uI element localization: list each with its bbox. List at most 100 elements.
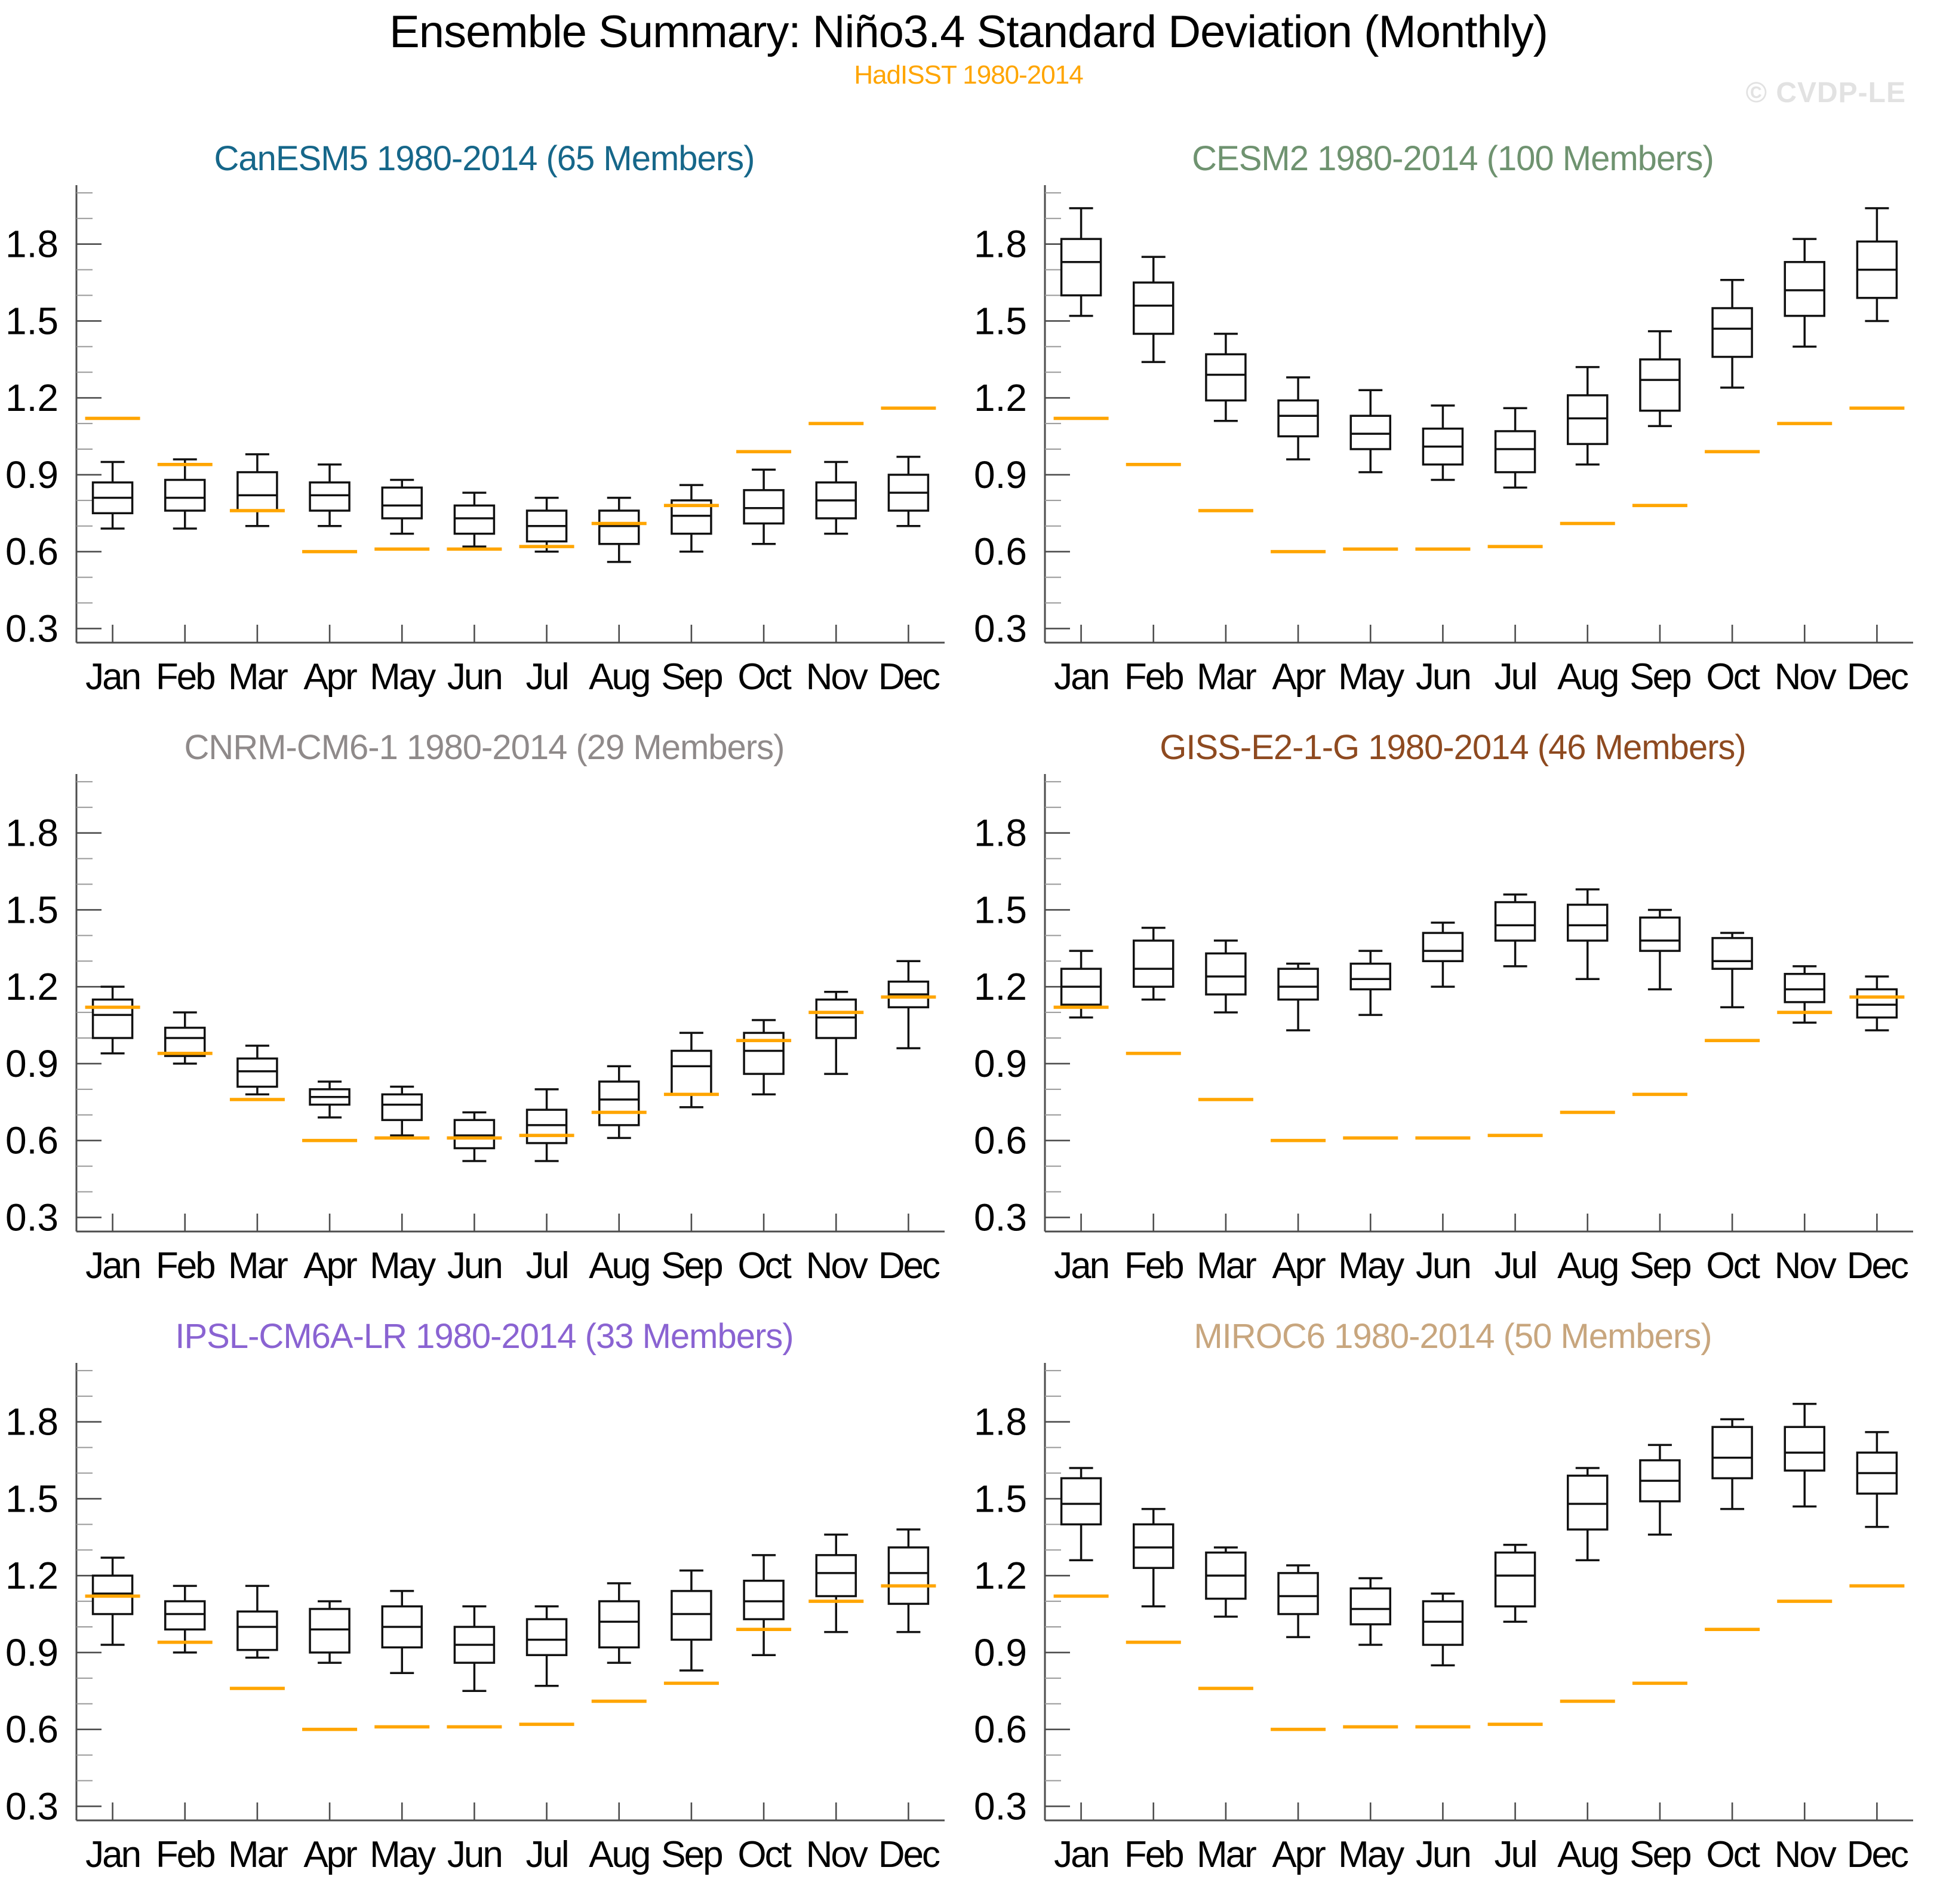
iqr-box — [1494, 901, 1536, 942]
x-month-label: Dec — [1847, 1245, 1908, 1286]
box-sep — [1639, 330, 1681, 428]
box-mar — [1205, 333, 1247, 422]
y-tick-label: 0.3 — [5, 607, 59, 650]
box-jul — [525, 1088, 568, 1162]
iqr-box — [309, 1608, 350, 1654]
box-jul — [525, 496, 568, 553]
x-month-label: Jun — [1416, 1834, 1470, 1875]
x-month-label: Jan — [85, 1245, 140, 1286]
x-month-label: Mar — [228, 1834, 288, 1875]
hadisst-obs-lines — [85, 995, 936, 1143]
iqr-box — [1494, 1551, 1536, 1608]
x-month-label: Oct — [737, 1245, 791, 1286]
iqr-box — [1133, 939, 1175, 988]
box-jun — [1422, 922, 1464, 988]
iqr-box — [525, 1108, 568, 1144]
boxplot-chart-cesm2: 0.3 0.6 0.9 1.2 1.5 1.8 Jan Feb Mar Apr May Jun Jul A… — [974, 185, 1913, 698]
box-nov — [1784, 965, 1825, 1024]
x-month-label: Oct — [737, 1834, 791, 1875]
page-title: Ensemble Summary: Niño3.4 Standard Devia… — [389, 7, 1548, 57]
box-feb — [1133, 1507, 1175, 1608]
hadisst-obs-lines — [85, 1584, 936, 1731]
box-aug — [1567, 366, 1609, 466]
box-sep — [671, 1569, 712, 1672]
x-month-label: Feb — [1124, 656, 1183, 698]
boxplot-chart-cnrm-cm6-1: 0.3 0.6 0.9 1.2 1.5 1.8 Jan Feb Mar Apr May Jun Jul A… — [5, 774, 945, 1286]
y-ticks — [76, 1369, 102, 1807]
x-month-label: Oct — [1706, 656, 1760, 698]
x-month-label: Nov — [1775, 1834, 1837, 1875]
box-apr — [1277, 962, 1319, 1031]
x-month-label: Jul — [525, 1245, 567, 1286]
box-dec — [887, 1528, 930, 1633]
iqr-box — [743, 489, 785, 525]
panel-grid: CanESM5 1980-2014 (65 Members) 0.3 0.6 0.9… — [0, 134, 1937, 1900]
iqr-box — [671, 1049, 712, 1096]
iqr-box — [1349, 1587, 1391, 1626]
box-jan — [91, 985, 134, 1055]
hadisst-obs-lines — [1053, 995, 1905, 1143]
box-jun — [453, 492, 496, 548]
hadisst-obs-lines — [85, 406, 936, 554]
panel-title-cesm2: CESM2 1980-2014 (100 Members) — [1192, 139, 1714, 178]
y-tick-label: 1.5 — [5, 1477, 59, 1520]
box-dec — [887, 456, 930, 527]
x-month-label: Sep — [1629, 656, 1690, 698]
x-month-label: Feb — [1124, 1834, 1183, 1875]
box-sep — [671, 1031, 712, 1108]
x-month-label: May — [370, 1834, 436, 1875]
y-tick-label: 1.2 — [5, 1554, 59, 1597]
y-tick-label: 0.6 — [974, 1708, 1027, 1751]
y-tick-label: 1.5 — [974, 888, 1027, 931]
x-month-label: Nov — [1775, 656, 1837, 698]
iqr-box — [1711, 936, 1753, 970]
iqr-box — [164, 478, 206, 512]
x-month-label: Mar — [1197, 1245, 1256, 1286]
x-month-label: Oct — [737, 656, 791, 698]
panel-canesm5: CanESM5 1980-2014 (65 Members) 0.3 0.6 0.9… — [0, 134, 968, 723]
cvdp-le-watermark: © CVDP-LE — [1745, 77, 1906, 109]
x-month-label: Aug — [589, 1834, 649, 1875]
x-month-label: Nov — [806, 656, 868, 698]
x-month-label: Jun — [1416, 1245, 1470, 1286]
box-apr — [1277, 376, 1319, 460]
box-apr — [309, 1080, 350, 1119]
box-nov — [1784, 1402, 1825, 1508]
figure-header: Ensemble Summary: Niño3.4 Standard Devia… — [0, 0, 1937, 134]
x-month-label: Dec — [878, 1834, 940, 1875]
box-jul — [1494, 1543, 1536, 1623]
x-month-label: Aug — [1557, 1245, 1618, 1286]
box-jan — [1060, 207, 1102, 317]
panel-title-giss-e2-1-g: GISS-E2-1-G 1980-2014 (46 Members) — [1160, 728, 1746, 767]
y-tick-label: 1.8 — [5, 223, 59, 266]
box-nov — [815, 991, 857, 1075]
y-tick-label: 0.6 — [974, 1119, 1027, 1162]
box-may — [1349, 1577, 1391, 1646]
x-month-label: Sep — [661, 1245, 722, 1286]
box-oct — [1711, 932, 1753, 1009]
iqr-box — [164, 1600, 206, 1631]
x-month-label: Mar — [228, 1245, 288, 1286]
iqr-box — [453, 504, 496, 535]
y-tick-label: 1.8 — [974, 223, 1027, 266]
panel-title-canesm5: CanESM5 1980-2014 (65 Members) — [214, 139, 755, 178]
x-month-label: Nov — [806, 1834, 868, 1875]
x-month-label: Sep — [1629, 1245, 1690, 1286]
iqr-box — [1639, 916, 1681, 952]
box-aug — [598, 1582, 640, 1664]
x-month-label: Oct — [1706, 1834, 1760, 1875]
x-month-label: Jan — [1054, 1245, 1108, 1286]
box-feb — [1133, 256, 1175, 363]
box-oct — [1711, 279, 1753, 389]
box-may — [381, 1085, 423, 1137]
iqr-box — [1060, 1477, 1102, 1526]
iqr-box — [309, 481, 350, 512]
x-month-label: Jan — [85, 656, 140, 698]
observation-subtitle: HadISST 1980-2014 — [854, 60, 1083, 90]
x-month-label: Jan — [1054, 656, 1108, 698]
iqr-box — [1856, 988, 1898, 1019]
y-tick-label: 0.3 — [974, 607, 1027, 650]
boxplot-chart-ipsl-cm6a-lr: 0.3 0.6 0.9 1.2 1.5 1.8 Jan Feb Mar Apr May Jun Jul A… — [5, 1363, 945, 1875]
iqr-box — [453, 1119, 496, 1150]
axes — [1044, 1363, 1913, 1822]
